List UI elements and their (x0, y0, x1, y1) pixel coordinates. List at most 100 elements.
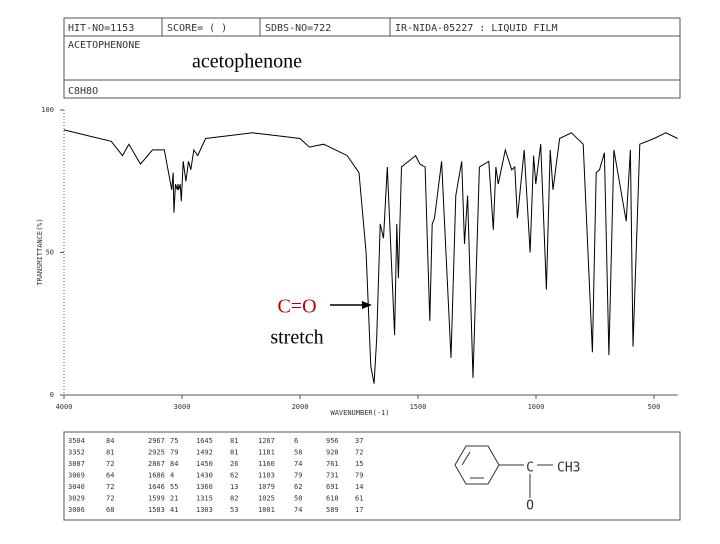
peak-wavenumber: 1360 (196, 483, 213, 491)
ring-bond (461, 451, 471, 466)
oxygen-label: O (526, 499, 534, 514)
peak-wavenumber: 1315 (196, 495, 213, 503)
peak-transmittance: 4 (170, 472, 174, 480)
peak-wavenumber: 1645 (196, 437, 213, 445)
x-tick-label: 4000 (56, 403, 73, 411)
sdbs-no: SDBS-NO=722 (265, 23, 331, 34)
peak-transmittance: 79 (355, 472, 363, 480)
arrow-head (362, 301, 372, 309)
peak-wavenumber: 956 (326, 437, 339, 445)
peak-transmittance: 26 (230, 460, 238, 468)
peak-transmittance: 82 (230, 495, 238, 503)
peak-wavenumber: 1303 (196, 506, 213, 514)
y-axis-label: TRANSMITTANCE(%) (36, 218, 44, 285)
peak-wavenumber: 589 (326, 506, 339, 514)
peak-wavenumber: 1079 (258, 483, 275, 491)
x-tick-label: 3000 (174, 403, 191, 411)
peak-transmittance: 72 (106, 460, 114, 468)
peak-transmittance: 68 (106, 506, 114, 514)
peak-wavenumber: 691 (326, 483, 339, 491)
peak-transmittance: 75 (170, 437, 178, 445)
score: SCORE= ( ) (167, 23, 227, 34)
peak-wavenumber: 1646 (148, 483, 165, 491)
peak-wavenumber: 1599 (148, 495, 165, 503)
peak-wavenumber: 1025 (258, 495, 275, 503)
peak-wavenumber: 1001 (258, 506, 275, 514)
peak-transmittance: 62 (294, 483, 302, 491)
peak-transmittance: 72 (106, 495, 114, 503)
peak-wavenumber: 3006 (68, 506, 85, 514)
spectrum-line (63, 129, 678, 384)
peak-transmittance: 50 (294, 495, 302, 503)
x-tick-label: 1000 (528, 403, 545, 411)
x-tick-label: 2000 (292, 403, 309, 411)
peak-wavenumber: 1430 (196, 472, 213, 480)
header-box: HIT-NO=1153 SCORE= ( ) SDBS-NO=722 IR-NI… (63, 17, 681, 99)
carbonyl-label: C (526, 461, 534, 476)
peak-wavenumber: 1103 (258, 472, 275, 480)
annotation-label: C=O (277, 296, 316, 318)
peak-transmittance: 58 (294, 449, 302, 457)
peak-transmittance: 81 (230, 437, 238, 445)
peak-transmittance: 37 (355, 437, 363, 445)
x-axis-label: WAVENUMBER(-1) (330, 409, 389, 417)
peak-transmittance: 79 (170, 449, 178, 457)
peak-transmittance: 74 (294, 460, 302, 468)
peak-wavenumber: 761 (326, 460, 339, 468)
peak-wavenumber: 2867 (148, 460, 165, 468)
compound-name: ACETOPHENONE (68, 40, 140, 51)
annotation-box (262, 292, 332, 352)
formula: C8H8O (68, 86, 98, 97)
methyl-label: CH3 (557, 461, 580, 476)
spectrum-plot: 0 50 100 4000 3000 2000 1500 1000 500 WAVENUMBER(… (36, 106, 678, 417)
peak-wavenumber: 1492 (196, 449, 213, 457)
peak-transmittance: 14 (355, 483, 363, 491)
hit-no: HIT-NO=1153 (68, 23, 134, 34)
peak-transmittance: 64 (106, 472, 114, 480)
x-tick-label: 1500 (410, 403, 427, 411)
y-tick-label: 50 (46, 249, 54, 257)
y-tick-label: 100 (41, 106, 54, 114)
peak-wavenumber: 3087 (68, 460, 85, 468)
peak-wavenumber: 1450 (196, 460, 213, 468)
peak-transmittance: 79 (294, 472, 302, 480)
peak-transmittance: 74 (294, 506, 302, 514)
peak-wavenumber: 1267 (258, 437, 275, 445)
peak-transmittance: 41 (170, 506, 178, 514)
peak-wavenumber: 731 (326, 472, 339, 480)
peak-transmittance: 53 (230, 506, 238, 514)
peak-wavenumber: 3069 (68, 472, 85, 480)
table-frame (63, 431, 681, 521)
peak-wavenumber: 1160 (258, 460, 275, 468)
overlay-box (178, 48, 316, 78)
peak-wavenumber: 3029 (68, 495, 85, 503)
method: IR-NIDA-05227 : LIQUID FILM (395, 23, 558, 34)
peak-transmittance: 81 (106, 449, 114, 457)
peak-transmittance: 81 (230, 449, 238, 457)
peak-wavenumber: 1181 (258, 449, 275, 457)
peak-wavenumber: 1686 (148, 472, 165, 480)
annotation-label: stretch (270, 327, 323, 349)
peak-wavenumber: 3352 (68, 449, 85, 457)
peak-wavenumber: 2967 (148, 437, 165, 445)
header-frame (63, 17, 681, 99)
peak-wavenumber: 3040 (68, 483, 85, 491)
peak-transmittance: 6 (294, 437, 298, 445)
peak-transmittance: 21 (170, 495, 178, 503)
peak-wavenumber: 2925 (148, 449, 165, 457)
peak-transmittance: 62 (230, 472, 238, 480)
peak-wavenumber: 1583 (148, 506, 165, 514)
peak-wavenumber: 928 (326, 449, 339, 457)
peak-transmittance: 15 (355, 460, 363, 468)
peak-transmittance: 13 (230, 483, 238, 491)
y-tick-label: 0 (50, 391, 54, 399)
peak-transmittance: 55 (170, 483, 178, 491)
peak-transmittance: 17 (355, 506, 363, 514)
peak-transmittance: 84 (170, 460, 178, 468)
x-tick-label: 500 (648, 403, 661, 411)
peak-transmittance: 61 (355, 495, 363, 503)
peak-wavenumber: 3504 (68, 437, 85, 445)
peak-transmittance: 72 (106, 483, 114, 491)
